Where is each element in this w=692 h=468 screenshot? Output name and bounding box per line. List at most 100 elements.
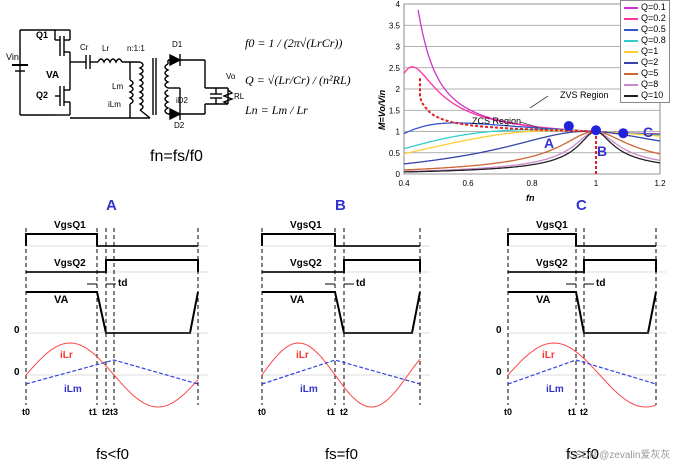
legend-entry: Q=5 <box>624 68 666 79</box>
panel-caption: fs>f0 <box>566 446 599 463</box>
y-tick-label: 4 <box>396 0 401 9</box>
d1-label: D1 <box>172 40 183 49</box>
legend-text: Q=8 <box>641 79 659 89</box>
vin-label: Vin <box>6 52 19 62</box>
series-line <box>403 129 661 155</box>
equation-q: Q = √(Lr/Cr) / (n²RL) <box>245 73 351 87</box>
legend-entry: Q=0.1 <box>624 2 666 13</box>
x-tick-label: 1.2 <box>654 179 666 188</box>
y-tick-label: 0 <box>396 170 401 179</box>
legend-swatch <box>624 61 638 64</box>
legend-entry: Q=0.5 <box>624 24 666 35</box>
y-tick-label: 1.5 <box>389 106 401 115</box>
ilm-trace <box>507 359 657 385</box>
zero-label: 0 <box>14 367 20 378</box>
y-tick-label: 1 <box>396 128 401 137</box>
vo-label: Vo <box>226 72 236 81</box>
legend-entry: Q=8 <box>624 79 666 90</box>
operating-point <box>618 128 629 139</box>
legend-swatch <box>624 83 638 86</box>
legend-swatch <box>624 6 638 9</box>
zcs-region-label: ZCS Region <box>472 116 522 126</box>
legend-swatch <box>624 17 638 20</box>
panel-title: B <box>335 197 346 214</box>
time-label: t1 <box>568 407 577 417</box>
ilr-trace <box>507 342 657 408</box>
ilr-trace <box>261 342 421 408</box>
td-label: td <box>118 278 128 289</box>
id2-label: iD2 <box>176 96 189 105</box>
time-label: t1 <box>327 407 336 417</box>
ilr-label: iLr <box>296 350 309 361</box>
zcs-pointer <box>519 121 541 129</box>
x-tick-label: 0.4 <box>398 179 410 188</box>
legend-text: Q=2 <box>641 57 659 67</box>
legend-swatch <box>624 50 638 53</box>
watermark: CSDN @zevalin爱灰灰 <box>568 450 671 461</box>
y-tick-label: 3.5 <box>389 21 401 30</box>
legend-swatch <box>624 39 638 42</box>
series-line <box>403 130 661 171</box>
q2-label: Q2 <box>36 90 49 100</box>
fn-caption: fn=fs/f0 <box>150 148 203 165</box>
turns-ratio-label: n:1:1 <box>127 44 145 53</box>
va-label: VA <box>54 294 69 306</box>
x-axis-title: fn <box>526 193 535 203</box>
rl-label: RL <box>234 92 245 101</box>
ilr-label: iLr <box>542 350 555 361</box>
vgsq2-label: VgsQ2 <box>54 258 86 269</box>
va-label: VA <box>290 294 305 306</box>
q1-label: Q1 <box>36 30 49 40</box>
zero-label: 0 <box>14 325 20 336</box>
x-tick-label: 1 <box>594 179 599 188</box>
y-tick-label: 2 <box>396 85 401 94</box>
chart-legend: Q=0.1 Q=0.2 Q=0.5 Q=0.8 Q=1 Q=2 Q=5 Q=8 Q=10 <box>620 0 670 103</box>
vgsq1-label: VgsQ1 <box>536 220 568 231</box>
legend-swatch <box>624 28 638 31</box>
waveform-panel <box>261 228 430 408</box>
zero-label: 0 <box>496 325 502 336</box>
y-tick-label: 3 <box>396 43 401 52</box>
time-label: t2 <box>102 407 111 417</box>
point-a-label: A <box>544 135 555 151</box>
zvs-zcs-boundary <box>419 78 593 133</box>
vgsq1-label: VgsQ1 <box>54 220 86 231</box>
legend-swatch <box>624 72 638 75</box>
x-tick-label: 0.8 <box>526 179 538 188</box>
lm-label: Lm <box>112 82 124 91</box>
legend-text: Q=10 <box>641 90 664 100</box>
vgsq1-label: VgsQ1 <box>290 220 322 231</box>
series-line <box>403 130 661 173</box>
y-tick-label: 2.5 <box>389 64 401 73</box>
panel-title: C <box>576 197 587 214</box>
panel-caption: fs<f0 <box>96 446 129 463</box>
va-trace <box>508 291 657 334</box>
va-trace <box>262 291 421 334</box>
ilm-label: iLm <box>300 384 318 395</box>
ilm-label: iLm <box>64 384 82 395</box>
legend-text: Q=0.5 <box>641 24 666 34</box>
vgsq2-trace <box>262 259 421 273</box>
vgsq1-trace <box>261 233 420 247</box>
series-line <box>403 130 661 173</box>
ilm-label: iLm <box>546 384 564 395</box>
time-label: t2 <box>580 407 589 417</box>
ilr-label: iLr <box>60 350 73 361</box>
zvs-region-label: ZVS Region <box>560 90 609 100</box>
td-label: td <box>356 278 366 289</box>
equation-f0: f0 = 1 / (2π√(LrCr)) <box>245 36 343 50</box>
operating-point <box>591 125 601 136</box>
time-label: t3 <box>110 407 119 417</box>
point-c-label: C <box>643 124 654 140</box>
legend-swatch <box>624 94 638 97</box>
legend-entry: Q=0.8 <box>624 35 666 46</box>
vgsq2-trace <box>508 259 657 273</box>
va-label: VA <box>536 294 551 306</box>
legend-text: Q=0.8 <box>641 35 666 45</box>
td-label: td <box>596 278 606 289</box>
va-label: VA <box>46 70 60 81</box>
panel-title: A <box>106 197 117 214</box>
zero-label: 0 <box>496 367 502 378</box>
